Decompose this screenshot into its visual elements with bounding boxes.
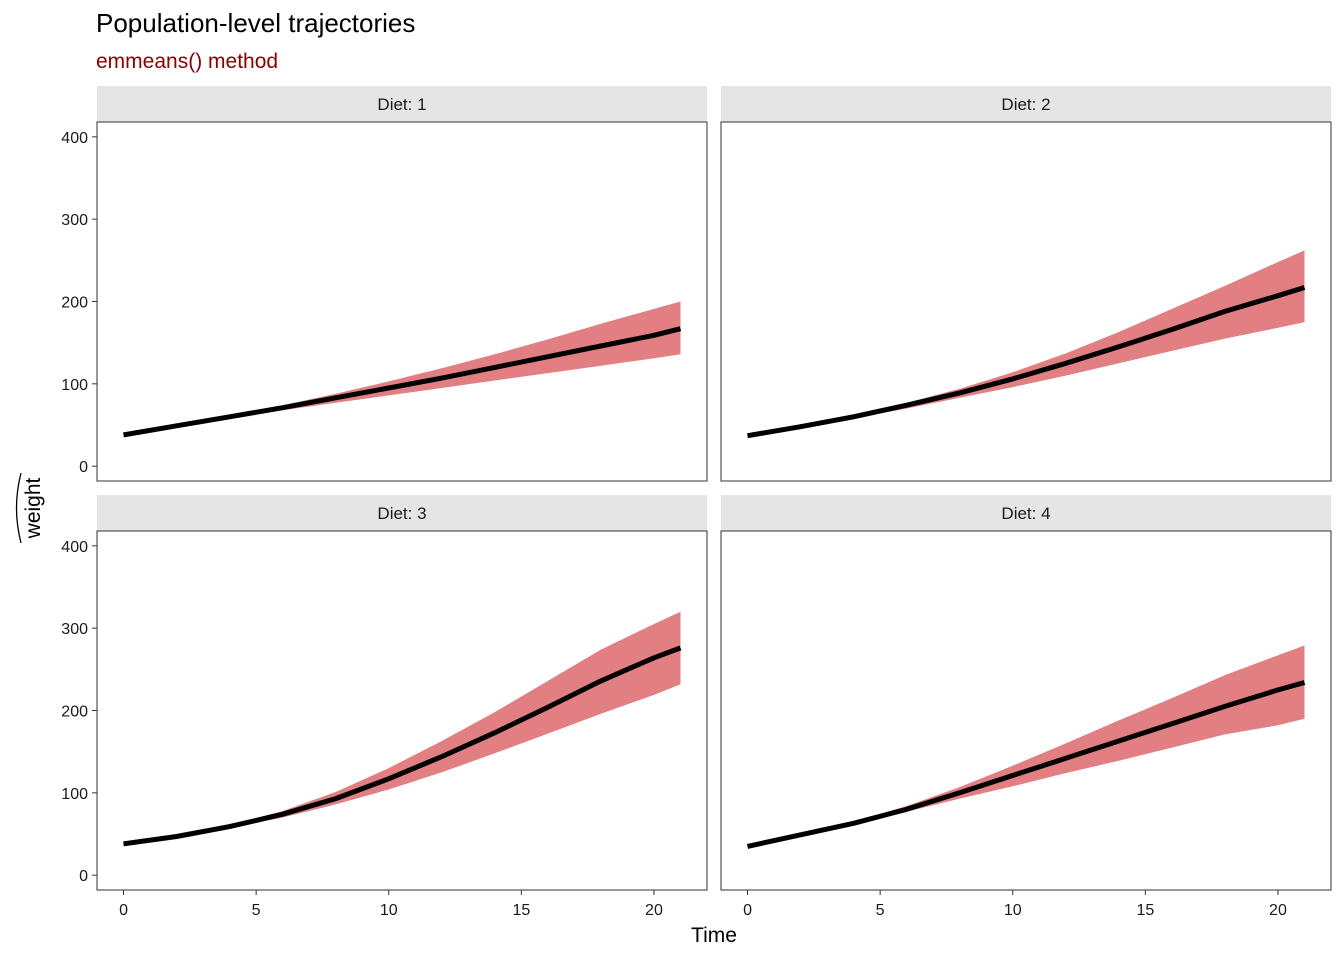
trajectory-line	[746, 680, 1306, 849]
y-tick-label: 400	[61, 130, 88, 147]
facet-panel-4: Diet: 4 0 5 10 15 20	[720, 495, 1332, 919]
chart-title: Population-level trajectories	[96, 8, 415, 38]
y-tick-label: 100	[61, 786, 88, 803]
x-tick-label: 0	[119, 902, 128, 919]
y-tick-label: 100	[61, 377, 88, 394]
trajectory-line	[123, 326, 682, 438]
y-axis-title-hat	[15, 472, 22, 544]
x-axis-title: Time	[691, 924, 737, 947]
y-tick-label: 0	[79, 868, 88, 885]
y-tick-label: 400	[61, 539, 88, 556]
trajectory-line	[123, 645, 682, 847]
confidence-ribbon	[123, 301, 681, 437]
facet-panel-2: Diet: 2	[720, 86, 1332, 482]
x-tick-label: 20	[645, 902, 663, 919]
confidence-ribbon	[747, 250, 1305, 438]
y-tick-label: 300	[61, 212, 88, 229]
x-tick-label: 0	[743, 902, 752, 919]
x-tick-label: 5	[876, 902, 885, 919]
y-axis-title-group: weight	[15, 472, 45, 544]
strip-label: Diet: 1	[377, 95, 426, 114]
strip-label: Diet: 3	[377, 504, 426, 523]
trajectory-line	[747, 285, 1306, 439]
y-tick-label: 200	[61, 704, 88, 721]
facet-panel-1: Diet: 1 0 100 200 300 400	[61, 86, 708, 482]
strip-label: Diet: 2	[1001, 95, 1050, 114]
x-tick-label: 10	[1004, 902, 1022, 919]
panel-background	[96, 121, 708, 482]
x-tick-label: 10	[380, 902, 398, 919]
x-tick-label: 15	[512, 902, 530, 919]
y-tick-label: 0	[79, 459, 88, 476]
strip-background	[721, 495, 1331, 531]
x-tick-label: 5	[252, 902, 261, 919]
facet-panel-3: Diet: 3 0 100 200 300 400 0 5 10 15 20	[61, 495, 708, 919]
x-tick-label: 20	[1269, 902, 1287, 919]
strip-background	[721, 86, 1331, 122]
y-axis-title: weight	[22, 477, 45, 539]
y-tick-label: 200	[61, 295, 88, 312]
strip-background	[97, 86, 707, 122]
y-tick-label: 300	[61, 621, 88, 638]
chart-subtitle: emmeans() method	[96, 50, 278, 73]
x-tick-label: 15	[1136, 902, 1154, 919]
strip-background	[97, 495, 707, 531]
strip-label: Diet: 4	[1001, 504, 1050, 523]
